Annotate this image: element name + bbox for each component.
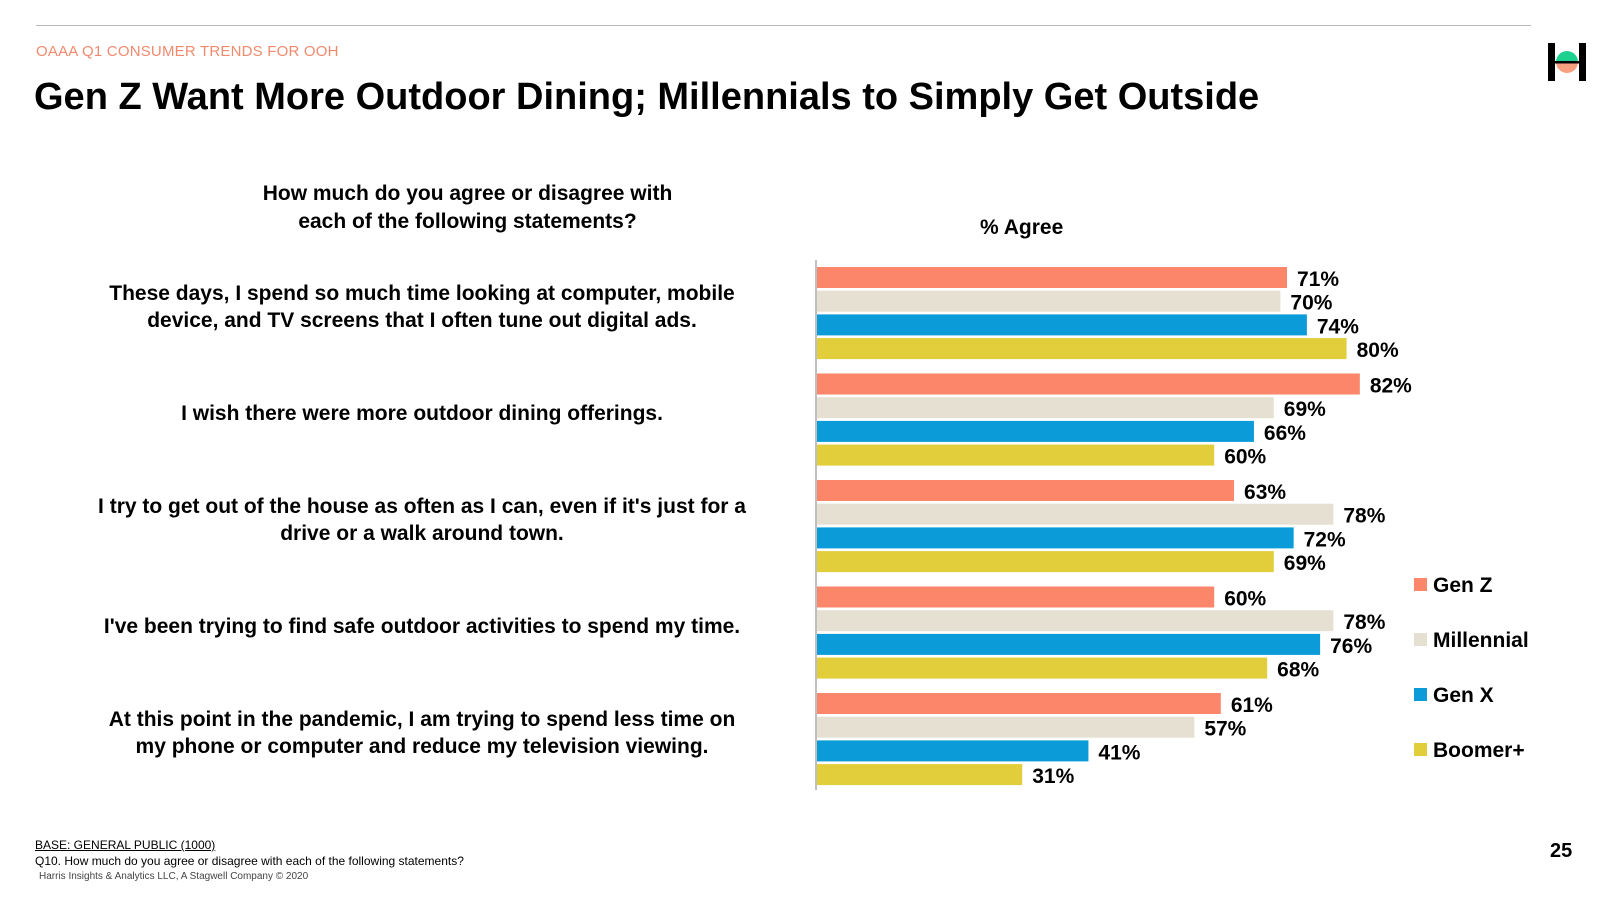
data-label: 31% [1032, 765, 1074, 788]
legend-swatch [1414, 688, 1427, 701]
data-label: 76% [1330, 635, 1372, 658]
bar [817, 586, 1215, 608]
legend-swatch [1414, 578, 1427, 591]
bar [817, 444, 1215, 466]
base-note: BASE: GENERAL PUBLIC (1000) [35, 838, 216, 852]
data-label: 71% [1297, 268, 1339, 291]
bar [817, 716, 1195, 738]
statement-label: I wish there were more outdoor dining of… [52, 400, 792, 427]
bar [817, 373, 1360, 395]
statement-line: I've been trying to find safe outdoor ac… [103, 615, 741, 639]
statement-line: At this point in the pandemic, I am tryi… [108, 708, 736, 732]
bar [817, 527, 1294, 549]
statement-line: These days, I spend so much time looking… [109, 282, 735, 306]
data-label: 74% [1317, 315, 1359, 338]
data-label: 57% [1204, 718, 1246, 741]
data-label: 63% [1244, 481, 1286, 504]
statement-line: I try to get out of the house as often a… [98, 495, 746, 519]
data-label: 60% [1224, 446, 1266, 469]
statement-label: I've been trying to find safe outdoor ac… [52, 613, 792, 640]
bar [817, 480, 1235, 501]
legend-label: Gen Z [1433, 574, 1493, 597]
bar [817, 314, 1307, 336]
data-label: 80% [1357, 339, 1399, 362]
question-line: How much do you agree or disagree with [262, 182, 673, 205]
statement-label: At this point in the pandemic, I am tryi… [52, 706, 792, 760]
survey-question: How much do you agree or disagree with e… [200, 180, 735, 236]
question-note: Q10. How much do you agree or disagree w… [35, 854, 464, 868]
data-label: 68% [1277, 659, 1319, 682]
header-rule [36, 25, 1531, 26]
bar [817, 267, 1288, 288]
data-label: 61% [1231, 694, 1273, 717]
axis-title: % Agree [980, 216, 1064, 239]
legend-item-boomer: Boomer+ [1414, 739, 1525, 763]
page-number: 25 [1550, 840, 1573, 862]
bar [817, 610, 1334, 632]
bar [817, 657, 1268, 679]
statement-label: I try to get out of the house as often a… [52, 493, 792, 547]
legend-swatch [1414, 633, 1427, 646]
legend-item-millennial: Millennial [1414, 629, 1529, 653]
statement-line: I wish there were more outdoor dining of… [181, 402, 663, 426]
legend-label: Gen X [1433, 684, 1494, 707]
legend-item-gen-x: Gen X [1414, 684, 1494, 708]
data-label: 69% [1284, 398, 1326, 421]
bar [817, 503, 1334, 525]
data-label: 41% [1098, 741, 1140, 764]
bar [817, 693, 1221, 714]
data-label: 69% [1284, 552, 1326, 575]
harris-logo-icon [1548, 43, 1586, 81]
bar [817, 740, 1089, 762]
bar [817, 633, 1321, 655]
data-label: 70% [1290, 292, 1332, 315]
legend-label: Boomer+ [1433, 739, 1525, 762]
legend-swatch [1414, 743, 1427, 756]
copyright: Harris Insights & Analytics LLC, A Stagw… [39, 871, 309, 882]
bar [817, 290, 1281, 312]
report-kicker: OAAA Q1 CONSUMER TRENDS FOR OOH [36, 43, 339, 60]
statement-label: These days, I spend so much time looking… [52, 280, 792, 334]
data-label: 66% [1264, 422, 1306, 445]
legend-item-gen-z: Gen Z [1414, 574, 1493, 598]
bar [817, 397, 1274, 419]
question-line: each of the following statements? [298, 210, 637, 233]
data-label: 82% [1370, 375, 1412, 398]
legend-label: Millennial [1433, 629, 1529, 652]
bar [817, 420, 1254, 442]
page-title: Gen Z Want More Outdoor Dining; Millenni… [34, 76, 1260, 118]
bar [817, 338, 1347, 360]
statement-line: device, and TV screens that I often tune… [147, 309, 697, 333]
data-label: 78% [1343, 611, 1385, 634]
data-label: 60% [1224, 588, 1266, 611]
data-label: 72% [1304, 528, 1346, 551]
bar [817, 764, 1023, 786]
statement-line: my phone or computer and reduce my telev… [135, 735, 709, 759]
data-label: 78% [1343, 505, 1385, 528]
bar [817, 551, 1274, 573]
statement-line: drive or a walk around town. [280, 522, 564, 546]
